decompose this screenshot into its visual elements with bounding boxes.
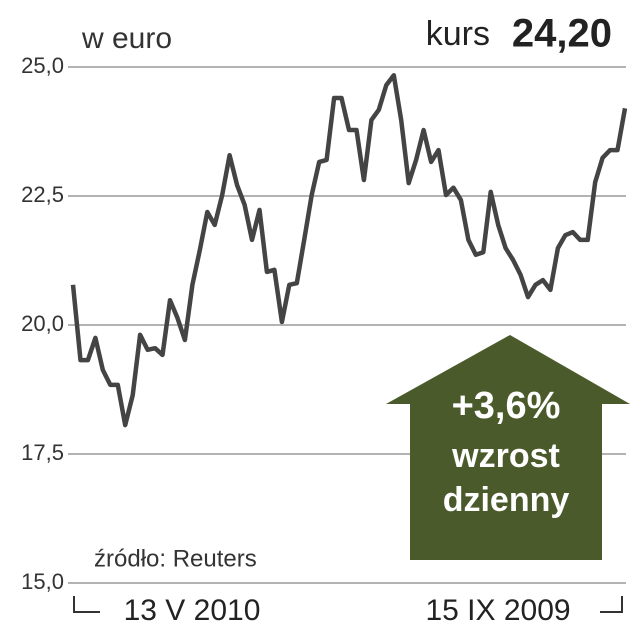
headline-value: 24,20 bbox=[512, 12, 612, 56]
headline-label: kurs bbox=[426, 15, 490, 53]
x-axis-label: 15 IX 2009 bbox=[425, 594, 570, 627]
annotation-line: +3,6% bbox=[452, 385, 561, 427]
price-line bbox=[70, 73, 628, 428]
unit-label: w euro bbox=[81, 22, 172, 55]
source: źródło: Reuters bbox=[94, 545, 257, 572]
axis-bracket bbox=[73, 596, 100, 613]
arrow bbox=[386, 335, 630, 560]
axis-bracket bbox=[600, 596, 623, 613]
annotation-line: dzienny bbox=[443, 481, 570, 519]
plot: 15,0 17,5 20,0 22,5 25,0 bbox=[21, 53, 628, 594]
annotation-line: wzrost bbox=[451, 437, 560, 475]
y-tick-label: 17,5 bbox=[21, 440, 64, 465]
y-tick-label: 22,5 bbox=[21, 182, 64, 207]
x-axis-label: 13 V 2010 bbox=[124, 594, 261, 627]
y-tick-label: 15,0 bbox=[21, 569, 64, 594]
y-tick-label: 20,0 bbox=[21, 311, 64, 336]
y-tick-label: 25,0 bbox=[21, 53, 64, 78]
